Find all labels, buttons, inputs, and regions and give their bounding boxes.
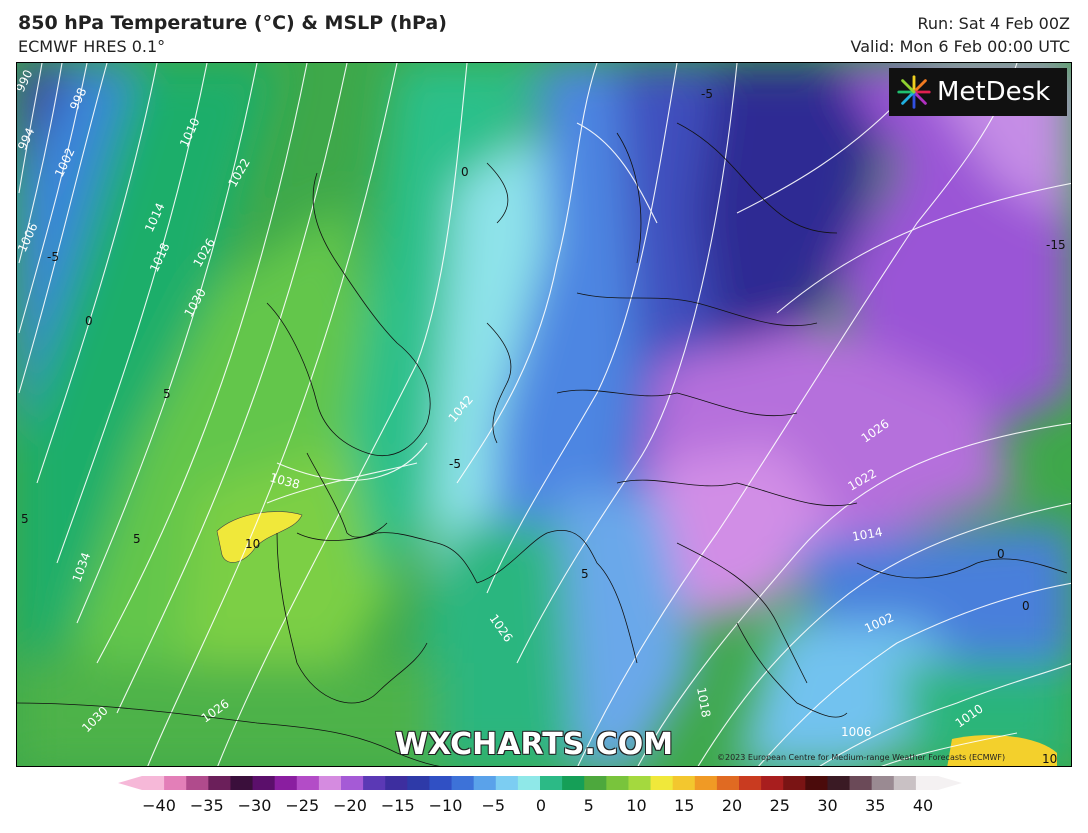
colorbar-swatch xyxy=(451,776,475,790)
colorbar-swatch xyxy=(186,776,209,790)
metdesk-burst-icon xyxy=(897,75,931,109)
header: 850 hPa Temperature (°C) & MSLP (hPa) EC… xyxy=(0,0,1088,62)
colorbar-tick-label: −5 xyxy=(481,796,506,815)
colorbar-left-arrow xyxy=(118,776,142,790)
colorbar-tick-label: 40 xyxy=(912,796,934,815)
colorbar-swatch xyxy=(783,776,806,790)
colorbar-swatch xyxy=(672,776,696,790)
colorbar-tick-label: 10 xyxy=(626,796,647,815)
copyright-text: ©2023 European Centre for Medium-range W… xyxy=(717,753,1006,762)
colorbar-tick-label: 20 xyxy=(721,796,743,815)
colorbar-swatch xyxy=(385,776,408,790)
colorbar-swatch xyxy=(893,776,917,790)
colorbar-tick-label: −10 xyxy=(428,796,463,815)
colorbar-swatch xyxy=(540,776,563,790)
temp-label: 5 xyxy=(581,567,589,581)
colorbar-swatch xyxy=(849,776,873,790)
isobar-label: 1018 xyxy=(694,686,713,719)
colorbar-tick-label: −30 xyxy=(237,796,272,815)
colorbar-swatch xyxy=(915,776,939,790)
colorbar-swatch xyxy=(407,776,430,790)
colorbar-swatch xyxy=(694,776,718,790)
temp-label: -15 xyxy=(1046,238,1066,252)
temp-label: 0 xyxy=(1022,599,1030,613)
temp-label: -5 xyxy=(47,250,59,264)
temp-label: -5 xyxy=(449,457,461,471)
colorbar-right-arrow xyxy=(938,776,962,790)
colorbar-swatch xyxy=(230,776,254,790)
colorbar-swatch xyxy=(473,776,497,790)
colorbar-swatch xyxy=(827,776,851,790)
temp-label: 5 xyxy=(21,512,29,526)
temp-label: 5 xyxy=(163,387,171,401)
colorbar-swatch xyxy=(761,776,784,790)
colorbar-tick-label: −20 xyxy=(333,796,367,815)
model-name: ECMWF HRES 0.1° xyxy=(18,37,166,56)
colorbar-swatch xyxy=(363,776,386,790)
colorbar-swatch xyxy=(296,776,320,790)
colorbar-swatch xyxy=(650,776,674,790)
metdesk-logo: MetDesk xyxy=(889,68,1067,116)
colorbar-swatch xyxy=(739,776,762,790)
colorbar-swatch xyxy=(252,776,276,790)
colorbar-swatch xyxy=(274,776,298,790)
colorbar-swatch xyxy=(164,776,187,790)
colorbar xyxy=(118,776,962,790)
colorbar-swatch xyxy=(495,776,519,790)
colorbar-swatch xyxy=(208,776,231,790)
colorbar-swatch xyxy=(341,776,364,790)
colorbar-swatch xyxy=(871,776,895,790)
temp-label: 10 xyxy=(245,537,260,551)
colorbar-tick-label: 25 xyxy=(769,796,790,815)
colorbar-swatch xyxy=(628,776,652,790)
isobar-label: 1006 xyxy=(841,725,872,739)
temp-label: 10 xyxy=(1042,752,1057,766)
colorbar-swatch xyxy=(517,776,541,790)
temp-label: 0 xyxy=(461,165,469,179)
temp-label: 5 xyxy=(133,532,141,546)
colorbar-swatch xyxy=(716,776,740,790)
colorbar-tick-label: 30 xyxy=(817,796,838,815)
colorbar-ticks: −40 −35 −30 −25 −20 −15 −10 −5 0 5 10 15 20 25 30 35 40 xyxy=(0,796,1088,820)
colorbar-tick-label: 5 xyxy=(583,796,594,815)
colorbar-tick-label: 15 xyxy=(674,796,695,815)
colorbar-swatch xyxy=(805,776,828,790)
isobar-label: 1014 xyxy=(851,525,884,544)
chart-title: 850 hPa Temperature (°C) & MSLP (hPa) xyxy=(18,12,447,34)
colorbar-tick-label: −40 xyxy=(142,796,176,815)
colorbar-tick-label: −35 xyxy=(189,796,224,815)
colorbar-swatch xyxy=(584,776,607,790)
colorbar-swatch xyxy=(429,776,453,790)
colorbar-tick-label: −25 xyxy=(285,796,320,815)
metdesk-logo-text: MetDesk xyxy=(937,77,1051,107)
colorbar-swatch xyxy=(142,776,165,790)
map-canvas: 990 994 998 1002 1006 1010 1014 1018 102… xyxy=(17,63,1071,766)
colorbar-tick-label: 0 xyxy=(535,796,547,815)
temp-label: 0 xyxy=(85,314,93,328)
colorbar-swatch xyxy=(606,776,629,790)
colorbar-swatch xyxy=(318,776,342,790)
temp-label: -5 xyxy=(701,87,713,101)
colorbar-tick-label: 35 xyxy=(865,796,886,815)
weather-map: 990 994 998 1002 1006 1010 1014 1018 102… xyxy=(16,62,1072,767)
colorbar-tick-label: −15 xyxy=(380,796,415,815)
run-time: Run: Sat 4 Feb 00Z xyxy=(917,14,1070,33)
colorbar-swatch xyxy=(562,776,585,790)
temp-label: 0 xyxy=(997,547,1005,561)
valid-time: Valid: Mon 6 Feb 00:00 UTC xyxy=(850,37,1070,56)
wxcharts-watermark: WXCHARTS.COM xyxy=(395,727,674,762)
